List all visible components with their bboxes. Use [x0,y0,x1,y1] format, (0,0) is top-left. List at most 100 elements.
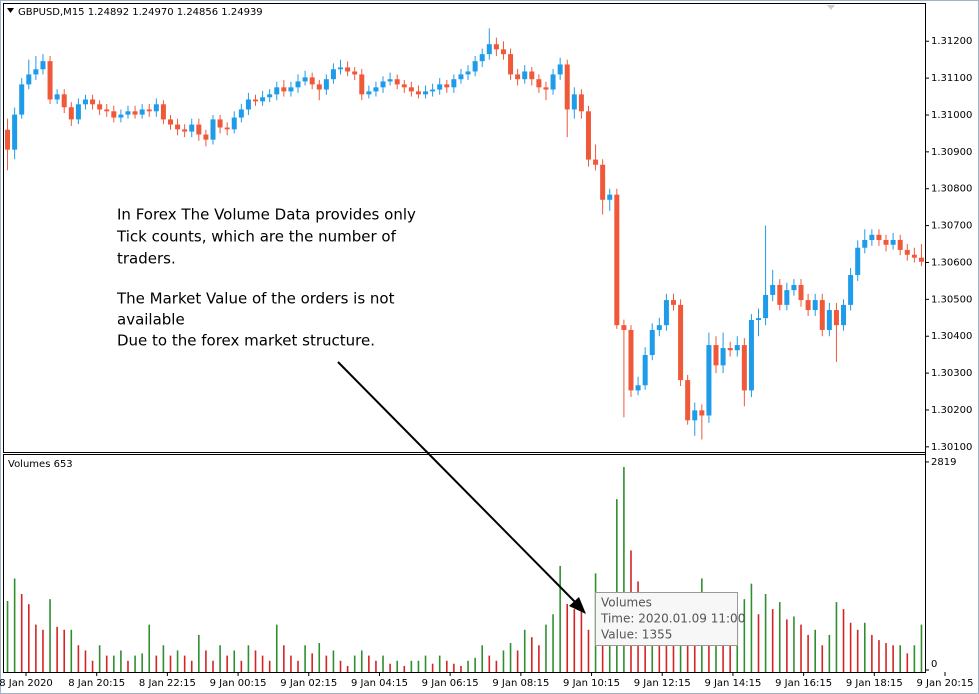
candle-body [805,300,811,311]
candle-body [210,119,216,140]
candle-body [373,87,379,92]
candle-body [40,61,46,70]
candle-body [189,124,195,132]
candle-body [493,44,499,50]
annotation: In Forex The Volume Data provides only T… [116,206,416,350]
annotation-line: Tick counts, which are the number of [116,228,397,246]
candle-body [890,239,896,245]
x-tick-label: 9 Jan 14:15 [704,678,761,689]
candle-body [756,318,762,320]
candle-body [741,345,747,391]
candle-body [848,275,854,305]
x-tick-label: 9 Jan 04:15 [351,678,408,689]
y-tick-label: 1.30900 [931,147,972,158]
menu-triangle[interactable] [7,8,14,13]
candle-body [90,99,96,105]
candle-body [826,310,832,330]
tooltip: Volumes Time: 2020.01.09 11:00 Value: 13… [595,592,745,646]
candle-body [770,284,776,295]
candle-body [649,329,655,356]
candle-body [111,111,117,118]
candle-body [366,91,372,95]
candle-body [132,111,138,115]
candle-body [862,239,868,248]
x-tick-label: 9 Jan 06:15 [422,678,479,689]
candle-body [274,87,280,95]
candle-body [175,124,181,130]
candle-body [146,109,152,112]
arrow-line [337,361,579,606]
candle-body [281,87,287,92]
candle-body [685,380,691,421]
candle-body [883,239,889,245]
candle-body [550,74,556,90]
candle-body [260,97,266,102]
candle-body [224,127,230,130]
candle-body [855,247,861,276]
x-tick-label: 9 Jan 08:15 [492,678,549,689]
candle-body [585,111,591,160]
candle-body [876,234,882,240]
y-tick-label: 1.30500 [931,294,972,305]
candle-body [323,79,329,90]
candle-body [621,325,627,330]
candle-body [713,345,719,366]
candle-body [564,64,570,110]
candle-body [642,355,648,386]
candle-body [19,84,25,115]
x-tick-label: 9 Jan 12:15 [634,678,691,689]
candle-body [904,249,910,255]
tooltip-title: Volumes [601,596,652,610]
candle-body [302,77,308,82]
marks: 1.30100 1.30200 1.30300 1.30400 1.30500 1.306… [0,28,973,689]
y-tick-label: 1.30800 [931,184,972,195]
candle-body [819,300,825,330]
candle-body [316,84,322,90]
annotation-line: The Market Value of the orders is not [116,290,395,308]
candle-body [245,99,251,110]
candle-body [784,290,790,305]
candle-body [68,107,74,120]
candle-body [918,257,924,262]
candle-body [394,79,400,85]
candle-body [571,94,577,110]
arrow-head [569,597,586,614]
candle-body [500,49,506,55]
volume-title: Volumes 653 [8,459,73,470]
candle-body [763,294,769,319]
candle-body [699,410,705,416]
candle-body [125,111,131,115]
y-tick-label: 1.30400 [931,331,972,342]
candle-body [153,104,159,112]
candle-body [238,109,244,118]
candle-body [430,89,436,92]
x-tick-label: 8 Jan 22:15 [139,678,196,689]
candle-body [720,348,726,366]
candle-body [330,69,336,80]
candle-body [47,61,53,100]
y-tick-label: 1.30200 [931,405,972,416]
annotation-line: available [117,311,185,329]
candle-body [309,77,315,85]
candle-body [791,284,797,291]
candle-body [529,71,535,80]
y-tick-label: 1.30700 [931,221,972,232]
candle-body [777,284,783,305]
candle-body [911,254,917,258]
candle-body [706,345,712,416]
x-tick-label: 9 Jan 16:15 [775,678,832,689]
candle-body [656,325,662,330]
candle-body [451,79,457,88]
scroll-marker [827,5,835,10]
candle-body [231,117,237,130]
candle-body [479,54,485,62]
candle-body [600,164,606,200]
candle-body [54,94,60,100]
candle-body [295,81,301,88]
candle-body [635,385,641,391]
candle-body [869,234,875,240]
candle-body [380,81,386,88]
y-tick-label: 1.31100 [931,73,972,84]
candle-body [387,79,393,82]
